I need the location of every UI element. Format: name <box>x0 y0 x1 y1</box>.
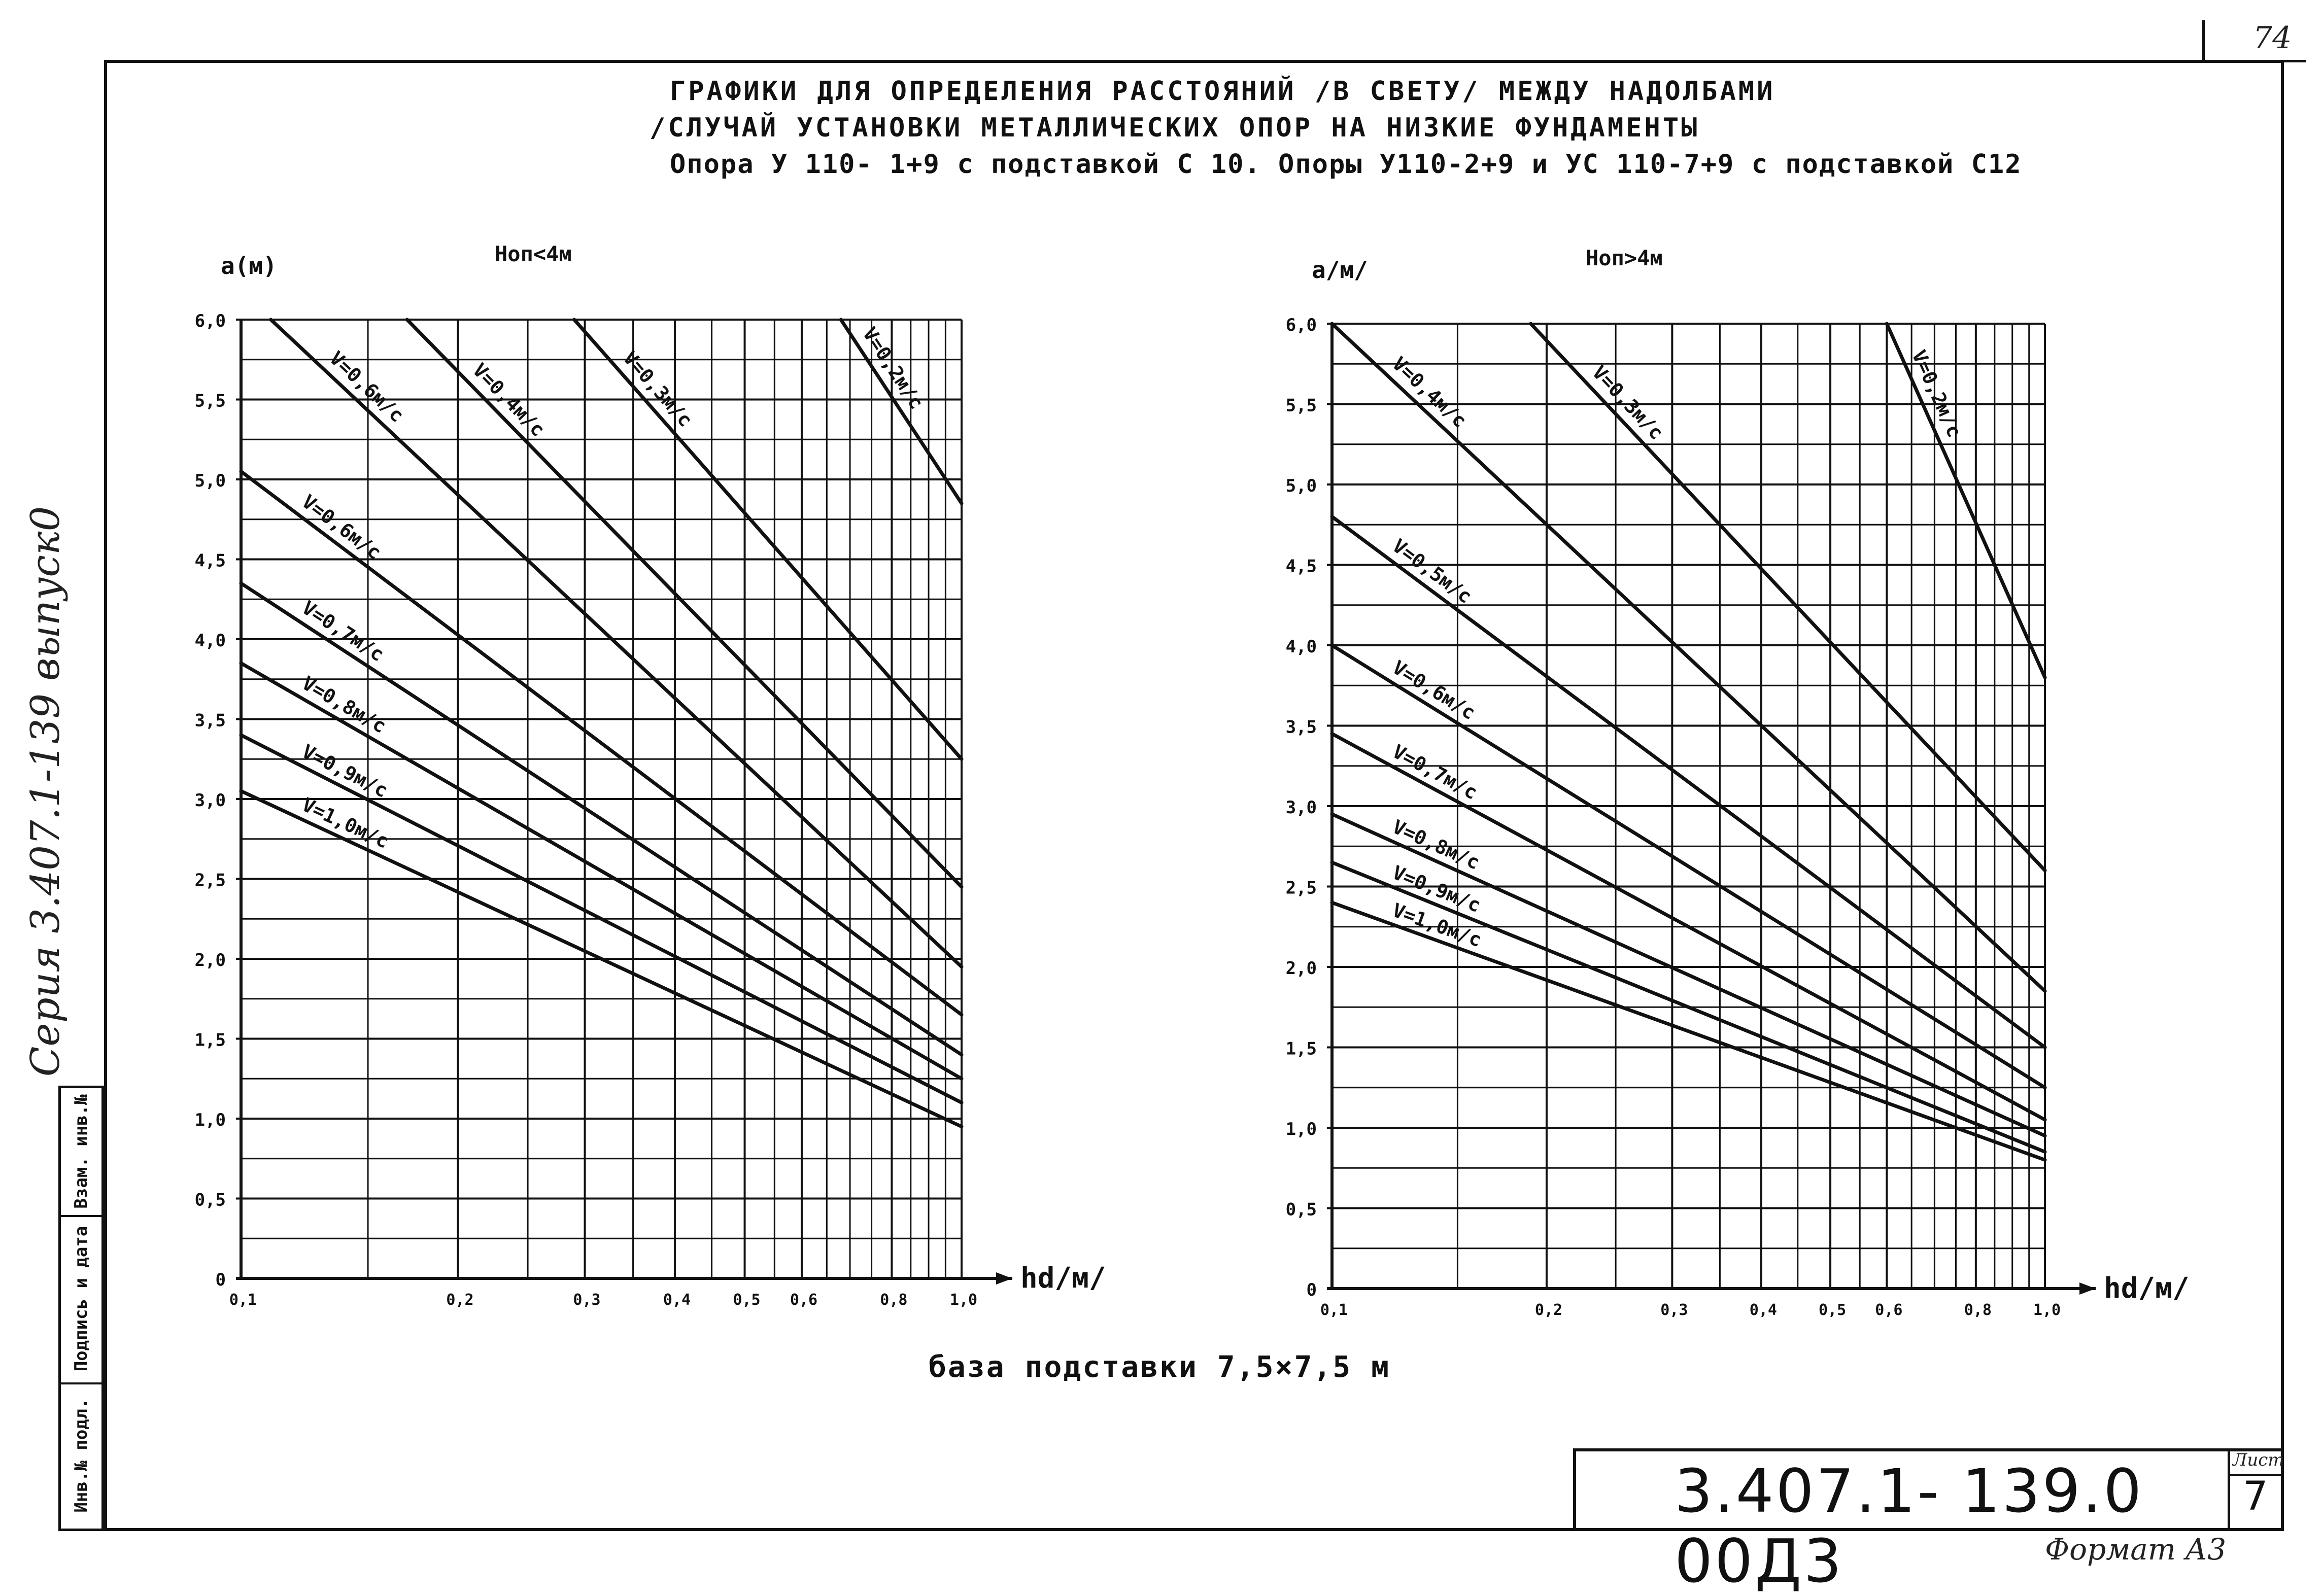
y-tick-label: 4,0 <box>195 631 226 651</box>
series-line <box>1330 514 2047 1049</box>
series-line <box>1529 322 2047 873</box>
y-axis-label: a(м) <box>221 252 277 280</box>
series-line <box>839 318 964 505</box>
y-tick-label: 3,0 <box>195 790 226 811</box>
document-code: 3.407.1- 139.0 00Д3 <box>1675 1456 2144 1596</box>
chart-subtitle: Hоп<4м <box>495 241 572 266</box>
y-tick-label: 4,5 <box>1286 557 1317 577</box>
drawing-frame <box>104 60 2284 1531</box>
series-line <box>1885 322 2047 679</box>
series-line <box>239 661 964 1081</box>
x-tick-label: 1,0 <box>950 1291 977 1309</box>
series-line <box>572 318 964 761</box>
x-tick-label: 0,2 <box>446 1291 473 1309</box>
series-label: V=0,3м/с <box>1588 361 1667 444</box>
y-tick-label: 3,0 <box>1286 797 1317 818</box>
x-axis-label: hd/м/ <box>2104 1272 2190 1305</box>
y-tick-label: 2,5 <box>1286 878 1317 898</box>
x-tick-label: 0,1 <box>1320 1301 1348 1319</box>
y-tick-label: 5,0 <box>195 471 226 491</box>
x-tick-label: 0,6 <box>790 1291 817 1309</box>
x-tick-label: 0,1 <box>229 1291 257 1309</box>
y-axis-label: a/м/ <box>1312 256 1368 284</box>
series-line <box>239 469 964 1017</box>
y-tick-label: 5,0 <box>1286 476 1317 496</box>
y-tick-label: 2,0 <box>1286 958 1317 979</box>
title-line-2: /СЛУЧАЙ УСТАНОВКИ МЕТАЛЛИЧЕСКИХ ОПОР НА … <box>650 113 1700 143</box>
sheet-box-divider <box>2230 1474 2284 1476</box>
y-tick-label: 4,5 <box>195 551 226 571</box>
series-line <box>1330 322 2047 993</box>
sheet-box <box>2228 1448 2284 1531</box>
y-tick-label: 1,5 <box>195 1030 226 1051</box>
y-tick-label: 1,0 <box>195 1110 226 1130</box>
y-tick-label: 2,5 <box>195 871 226 891</box>
y-tick-label: 4,0 <box>1286 637 1317 657</box>
y-tick-label: 5,5 <box>1286 396 1317 416</box>
chart-left: 0 0,5 1,0 1,5 2,0 2,5 3,0 3,5 4,0 4,5 5,0 5,5 6,0 0,1… <box>195 241 1106 1309</box>
series-line <box>1330 812 2047 1138</box>
series-line <box>239 733 964 1104</box>
format-label: Формат А3 <box>2045 1532 2227 1567</box>
series-line <box>239 789 964 1129</box>
series-line <box>1330 900 2047 1162</box>
x-tick-label: 1,0 <box>2033 1301 2061 1319</box>
series-line <box>1330 860 2047 1154</box>
y-tick-label: 3,5 <box>1286 717 1317 738</box>
title-line-3: Опора У 110- 1+9 с подставкой С 10. Опор… <box>670 149 2022 180</box>
series-label: V=0,6м/с <box>298 490 386 564</box>
y-tick-label: 0,5 <box>1286 1200 1317 1220</box>
series-line <box>405 318 964 889</box>
x-axis-arrowhead <box>996 1272 1012 1285</box>
y-tick-label: 3,5 <box>195 711 226 731</box>
chart-subtitle: Hоп>4м <box>1586 246 1663 270</box>
y-tick-label: 1,0 <box>1286 1119 1317 1139</box>
y-tick-label: 0,5 <box>195 1190 226 1210</box>
x-tick-label: 0,4 <box>663 1291 691 1309</box>
top-corner-box <box>2202 20 2306 62</box>
series-line <box>239 581 964 1057</box>
x-tick-label: 0,6 <box>1875 1301 1902 1319</box>
series-label: V=0,5м/с <box>1388 535 1476 608</box>
x-tick-label: 0,8 <box>880 1291 907 1309</box>
x-axis-label: hd/м/ <box>1020 1262 1106 1295</box>
y-tick-label: 6,0 <box>195 311 226 331</box>
x-tick-label: 0,3 <box>1660 1301 1688 1319</box>
title-line-1: ГРАФИКИ ДЛЯ ОПРЕДЕЛЕНИЯ РАССТОЯНИЙ /В СВ… <box>670 76 1775 107</box>
x-tick-label: 0,4 <box>1750 1301 1777 1319</box>
series-line <box>269 318 964 969</box>
strip-cell-sign: Подпись и дата <box>61 1215 101 1384</box>
x-tick-label: 0,3 <box>573 1291 600 1309</box>
sheet-label: Лист <box>2233 1450 2284 1470</box>
sheet-number-top: 74 <box>2253 20 2292 56</box>
title-block <box>1573 1448 2228 1531</box>
left-stamp-strip: Инв.№ подл. Подпись и дата Взам. инв.№ <box>58 1086 104 1531</box>
x-tick-label: 0,8 <box>1964 1301 1992 1319</box>
x-tick-label: 0,5 <box>1819 1301 1846 1319</box>
y-tick-label: 6,0 <box>1286 315 1317 335</box>
x-axis-arrowhead <box>2079 1282 2096 1295</box>
x-tick-label: 0,2 <box>1535 1301 1562 1319</box>
series-line <box>1330 732 2047 1122</box>
y-tick-label: 0 <box>1307 1280 1317 1300</box>
x-tick-label: 0,5 <box>733 1291 760 1309</box>
chart-right: 0 0,5 1,0 1,5 2,0 2,5 3,0 3,5 4,0 4,5 5,0 5,5 6,0 0,1… <box>1286 246 2190 1319</box>
base-label: база подставки 7,5×7,5 м <box>929 1349 1391 1384</box>
y-tick-label: 0 <box>216 1270 226 1290</box>
sheet-number: 7 <box>2243 1474 2268 1519</box>
strip-cell-replace: Взам. инв.№ <box>61 1088 101 1217</box>
series-line <box>1330 643 2047 1090</box>
y-tick-label: 2,0 <box>195 950 226 970</box>
y-tick-label: 5,5 <box>195 391 226 411</box>
y-tick-label: 1,5 <box>1286 1039 1317 1059</box>
